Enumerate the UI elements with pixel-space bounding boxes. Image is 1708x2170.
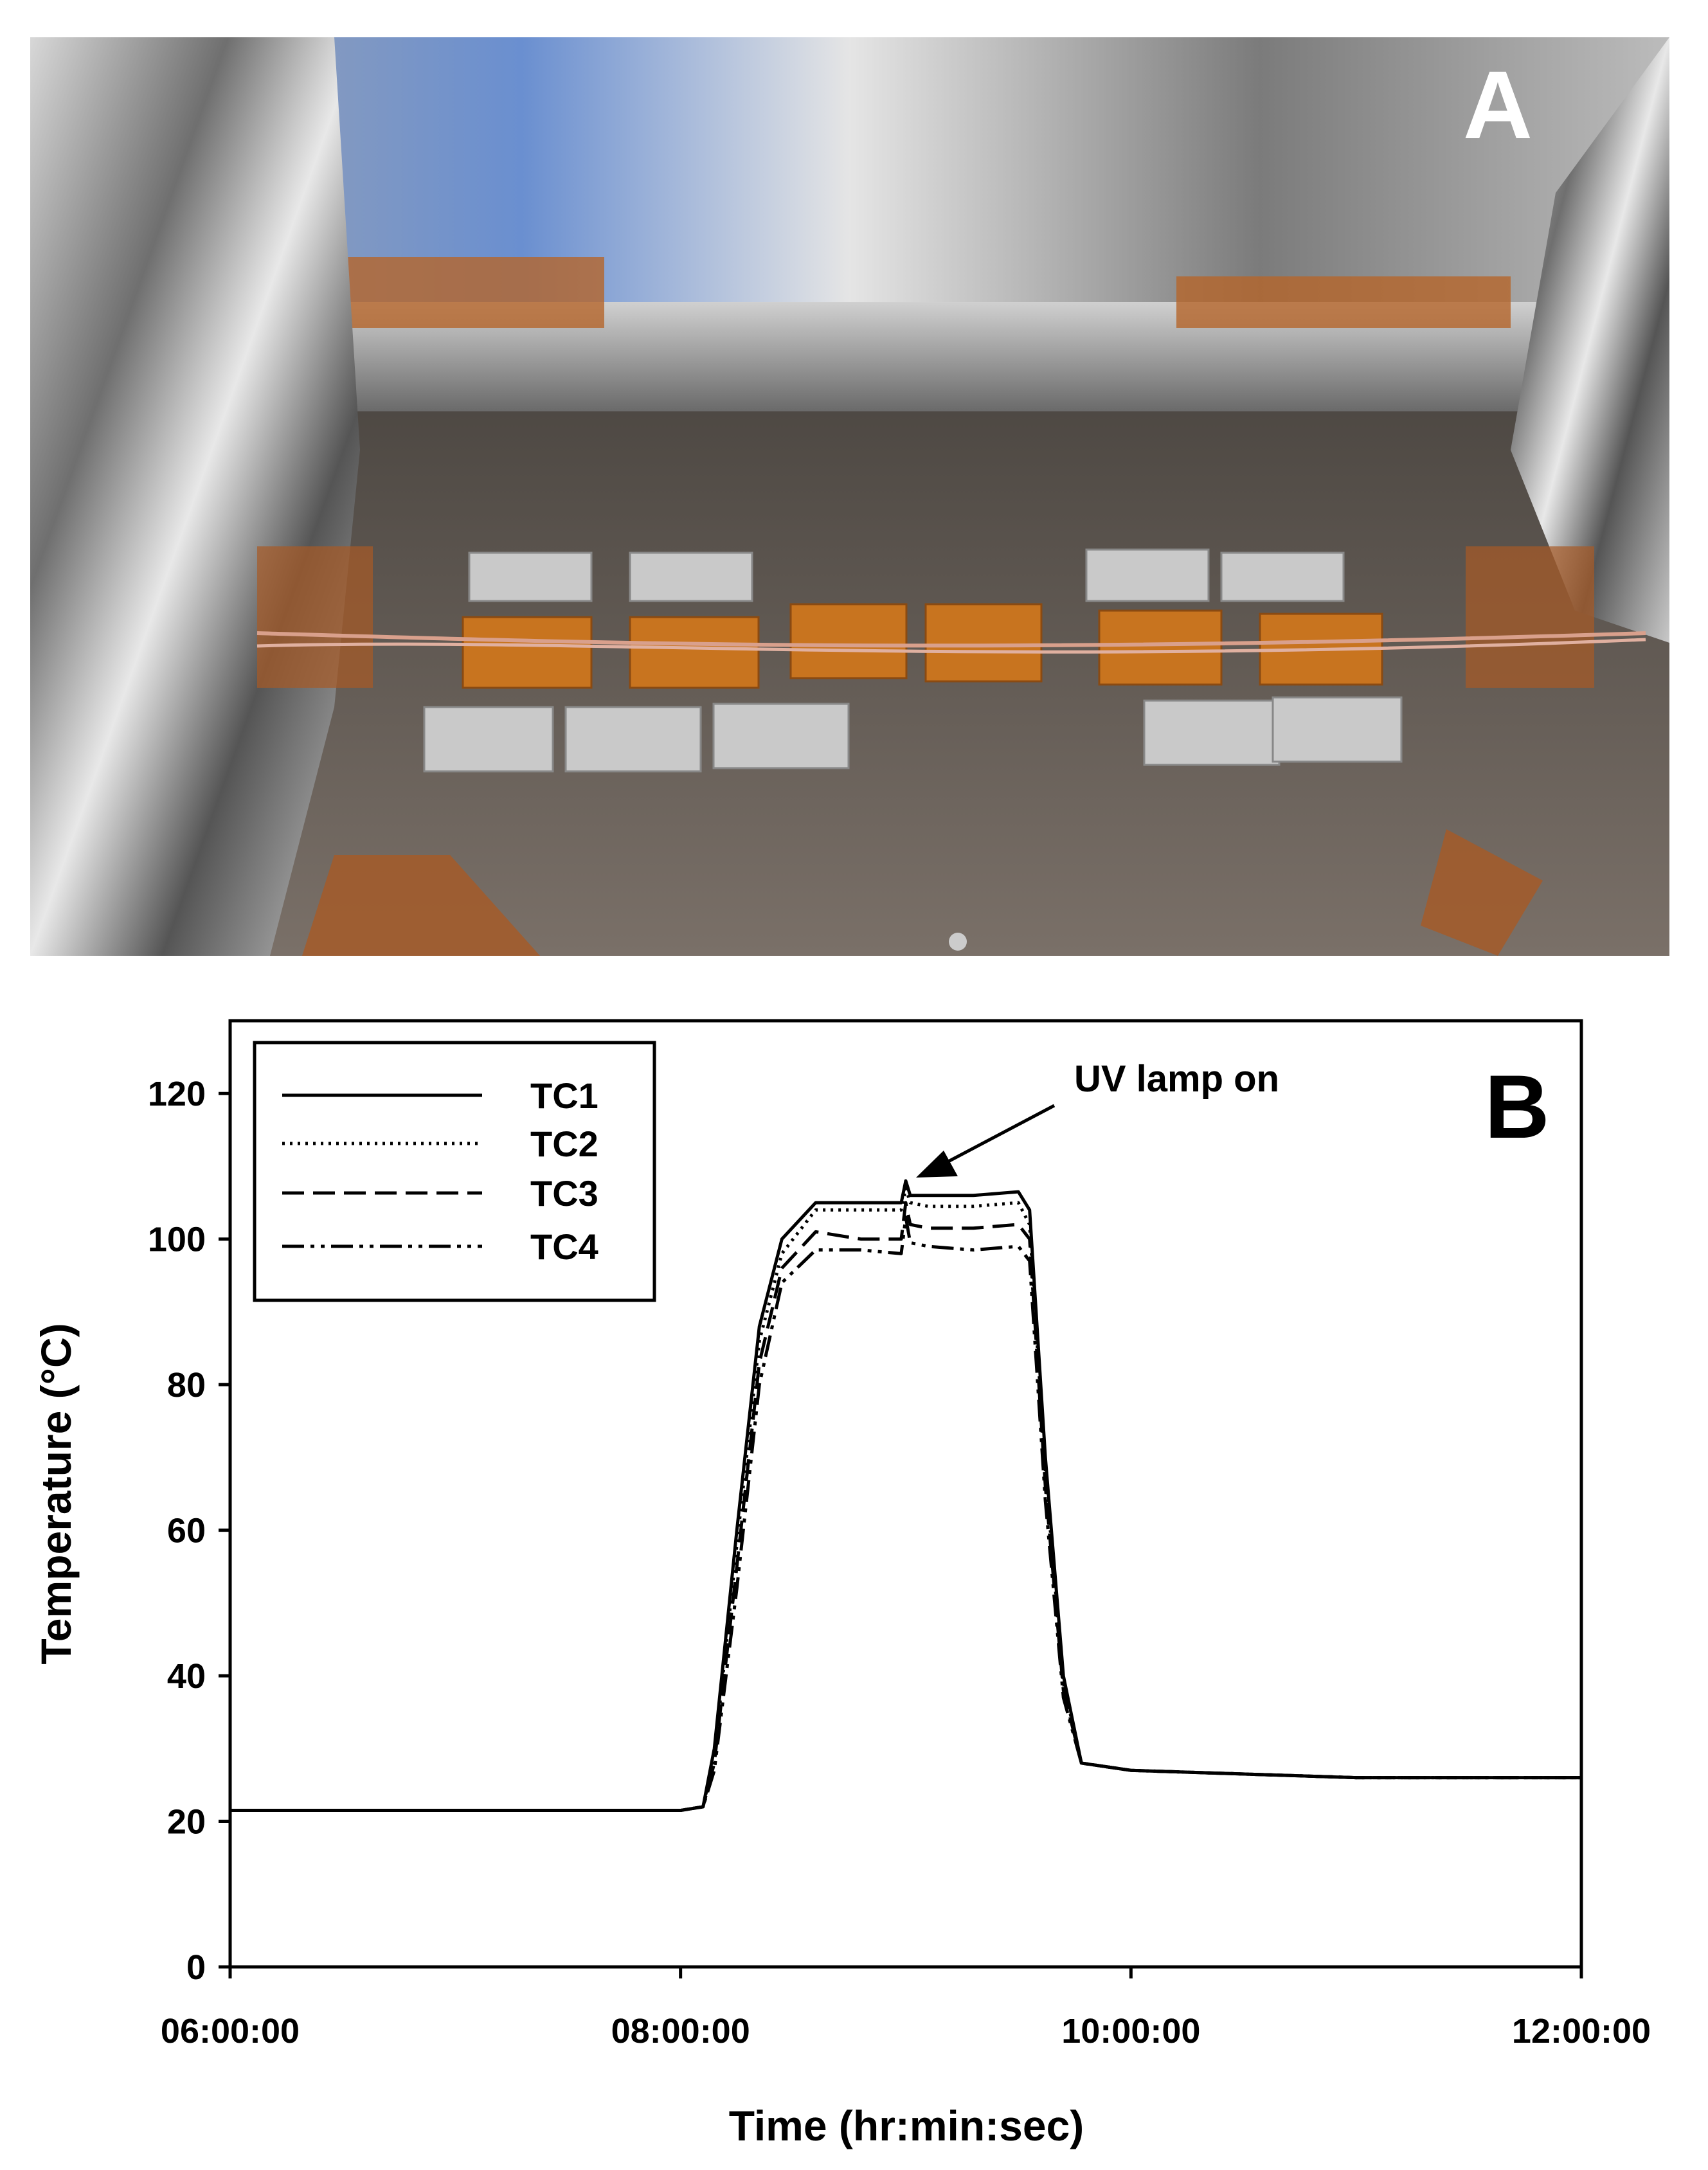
y-tick-label: 100: [148, 1221, 206, 1259]
series-line: [230, 1179, 1581, 1813]
legend: [253, 1041, 656, 1302]
y-tick-label: 60: [167, 1512, 206, 1550]
series-line: [230, 1215, 1581, 1813]
y-tick-label: 120: [148, 1075, 206, 1113]
photo: A: [30, 37, 1669, 956]
panel-label: B: [1484, 1056, 1549, 1157]
annotation-arrowhead: [916, 1151, 958, 1178]
annotation: UV lamp on: [1074, 1058, 1279, 1100]
legend-label: TC1: [530, 1075, 598, 1116]
y-tick-label: 0: [186, 1948, 206, 1987]
x-tick-label: 08:00:00: [611, 2012, 750, 2050]
x-tick-label: 10:00:00: [1061, 2012, 1200, 2050]
y-axis-title: Temperature (°C): [32, 1323, 80, 1664]
plot-frame: [228, 1019, 1583, 1969]
panel-label: A: [1463, 51, 1533, 159]
x-axis-title: Time (hr:min:sec): [729, 2102, 1084, 2149]
annotation-arrow: [937, 1104, 1056, 1169]
x-tick-label: 06:00:00: [161, 2012, 300, 2050]
y-tick-label: 20: [167, 1803, 206, 1842]
legend-label: TC4: [530, 1226, 598, 1267]
y-tick-label: 40: [167, 1657, 206, 1696]
series-line: [230, 1186, 1581, 1813]
legend-label: TC2: [530, 1124, 598, 1164]
legend-label: TC3: [530, 1173, 598, 1214]
x-tick-label: 12:00:00: [1512, 2012, 1651, 2050]
y-tick-label: 80: [167, 1366, 206, 1404]
